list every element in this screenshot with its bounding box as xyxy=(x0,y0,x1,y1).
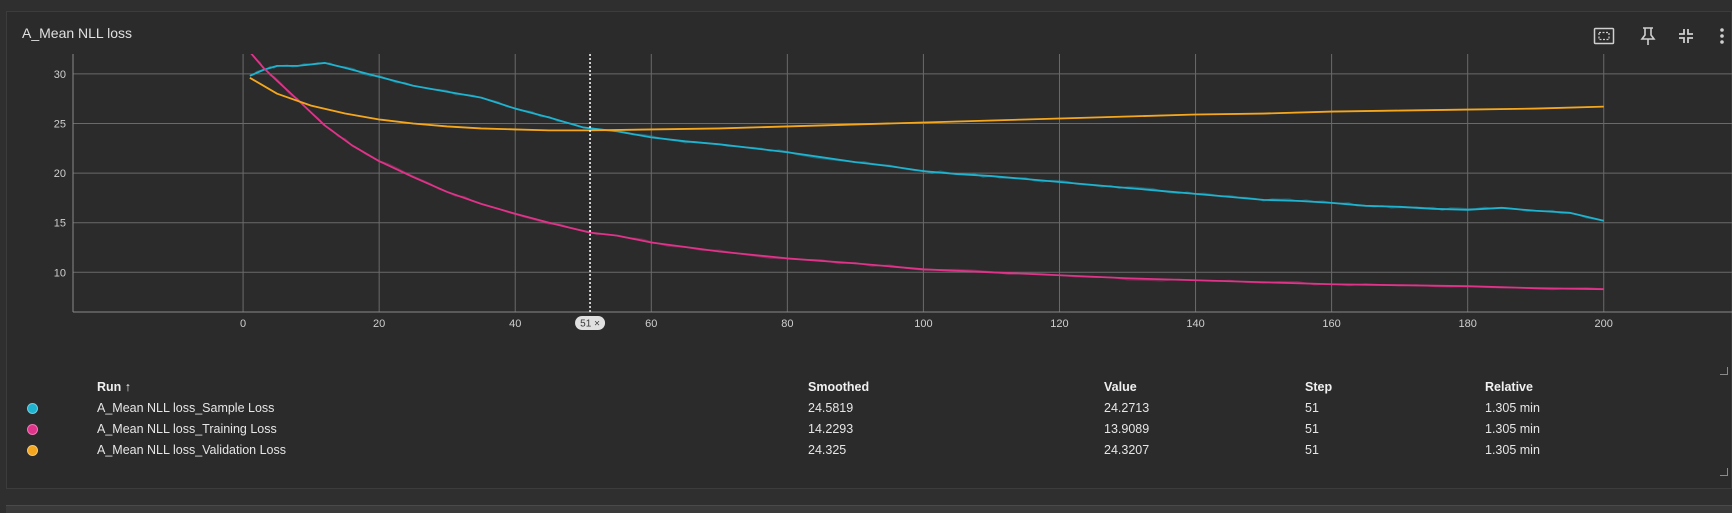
chart-resize-handle[interactable] xyxy=(1720,367,1728,375)
relative-cell: 1.305 min xyxy=(1485,401,1540,415)
x-tick-label: 80 xyxy=(781,318,793,330)
hover-step-label: 51 × xyxy=(580,319,600,330)
collapse-icon[interactable] xyxy=(1674,24,1698,48)
card-title: A_Mean NLL loss xyxy=(22,25,132,41)
sample-loss-raw-line xyxy=(249,62,1604,222)
relative-cell: 1.305 min xyxy=(1485,422,1540,436)
table-header: Run ↑ Smoothed Value Step Relative xyxy=(7,377,1732,399)
run-color-swatch[interactable] xyxy=(27,445,38,456)
y-tick-label: 25 xyxy=(54,118,66,130)
grid-lines xyxy=(73,54,1732,312)
relative-column-header[interactable]: Relative xyxy=(1485,380,1533,394)
training-loss-raw-line xyxy=(251,54,1604,291)
smoothed-cell: 24.5819 xyxy=(808,401,854,415)
card-resize-handle[interactable] xyxy=(1720,468,1728,476)
run-name-cell: A_Mean NLL loss_Training Loss xyxy=(97,422,277,436)
x-tick-label: 160 xyxy=(1322,318,1340,330)
step-cell: 51 xyxy=(1305,422,1319,436)
value-column-header[interactable]: Value xyxy=(1104,380,1137,394)
x-tick-label: 180 xyxy=(1458,318,1476,330)
sort-arrow-icon: ↑ xyxy=(124,380,132,394)
line-chart[interactable]: 0 20 40 60 80 100 120 140 160 180 200 10 15 20 25 30 51… xyxy=(7,12,1732,372)
relative-cell: 1.305 min xyxy=(1485,443,1540,457)
step-column-header[interactable]: Step xyxy=(1305,380,1333,394)
step-cell: 51 xyxy=(1305,401,1319,415)
step-cell: 51 xyxy=(1305,443,1319,457)
x-tick-label: 140 xyxy=(1186,318,1204,330)
axes: 0 20 40 60 80 100 120 140 160 180 200 10 15 20 25 30 xyxy=(54,54,1732,330)
run-name-cell: A_Mean NLL loss_Validation Loss xyxy=(97,443,287,457)
fit-domain-icon[interactable] xyxy=(1592,24,1616,48)
x-tick-label: 120 xyxy=(1050,318,1068,330)
smoothed-cell: 14.2293 xyxy=(808,422,854,436)
value-cell: 13.9089 xyxy=(1104,422,1150,436)
y-tick-label: 10 xyxy=(54,267,66,279)
smoothed-column-header[interactable]: Smoothed xyxy=(808,380,870,394)
hover-marker[interactable]: 51 × xyxy=(575,54,606,330)
x-tick-label: 60 xyxy=(645,318,657,330)
y-tick-label: 30 xyxy=(54,69,66,81)
series-lines xyxy=(249,54,1604,291)
table-row[interactable]: A_Mean NLL loss_Validation Loss 24.325 24.… xyxy=(7,440,1732,462)
y-tick-label: 15 xyxy=(54,218,66,230)
hover-step-pill[interactable] xyxy=(575,316,606,330)
sample-loss-smoothed-line xyxy=(249,62,1604,222)
value-cell: 24.3207 xyxy=(1104,443,1150,457)
run-name-cell: A_Mean NLL loss_Sample Loss xyxy=(97,401,275,415)
next-card-edge xyxy=(6,505,1732,513)
table-row[interactable]: A_Mean NLL loss_Sample Loss 24.5819 24.271… xyxy=(7,398,1732,420)
run-color-swatch[interactable] xyxy=(27,403,38,414)
x-tick-label: 20 xyxy=(373,318,385,330)
x-tick-label: 200 xyxy=(1595,318,1613,330)
run-header-label: Run xyxy=(97,380,122,394)
scalar-card: A_Mean NLL loss 0 20 40 60 80 100 120 140 160 180… xyxy=(6,11,1732,489)
more-vertical-icon[interactable] xyxy=(1710,24,1732,48)
run-column-header[interactable]: Run ↑ xyxy=(97,380,131,394)
x-tick-label: 100 xyxy=(914,318,932,330)
run-color-swatch[interactable] xyxy=(27,424,38,435)
validation-loss-smoothed-line xyxy=(249,77,1604,132)
x-tick-label: 0 xyxy=(240,318,246,330)
value-cell: 24.2713 xyxy=(1104,401,1150,415)
y-tick-label: 20 xyxy=(54,168,66,180)
training-loss-smoothed-line xyxy=(250,54,1604,291)
pin-icon[interactable] xyxy=(1636,24,1660,48)
x-tick-label: 40 xyxy=(509,318,521,330)
smoothed-cell: 24.325 xyxy=(808,443,847,457)
table-row[interactable]: A_Mean NLL loss_Training Loss 14.2293 13.9… xyxy=(7,419,1732,441)
